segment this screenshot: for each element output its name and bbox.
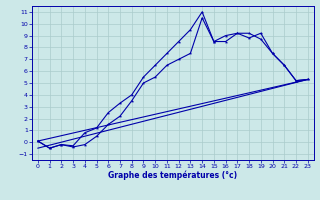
- X-axis label: Graphe des températures (°c): Graphe des températures (°c): [108, 171, 237, 180]
